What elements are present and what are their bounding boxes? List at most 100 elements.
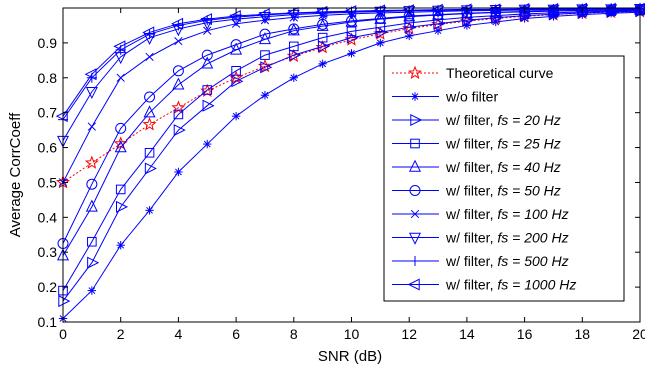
data-point bbox=[173, 124, 186, 137]
data-point bbox=[517, 3, 530, 16]
legend-marker bbox=[408, 232, 422, 245]
data-point bbox=[459, 3, 472, 16]
data-point bbox=[143, 105, 156, 118]
legend-label-part: w/ filter, bbox=[445, 206, 497, 222]
legend-label-part: fs = 100 Hz bbox=[497, 206, 568, 222]
data-point bbox=[87, 236, 97, 247]
data-point bbox=[231, 75, 244, 88]
data-point bbox=[228, 10, 241, 23]
data-point bbox=[116, 73, 125, 82]
data-point bbox=[84, 68, 97, 81]
data-point bbox=[87, 122, 97, 131]
x-tick-label: 16 bbox=[517, 326, 533, 342]
data-point bbox=[286, 6, 299, 19]
legend-label-part: w/o filter bbox=[445, 89, 498, 105]
data-point bbox=[114, 140, 127, 153]
y-tick-label: 0.8 bbox=[38, 70, 58, 86]
data-point bbox=[115, 184, 126, 195]
legend-entry: w/ filter, fs = 20 Hz bbox=[392, 112, 561, 128]
data-point bbox=[346, 31, 359, 44]
legend-label-part: w/ filter, bbox=[445, 277, 497, 293]
data-point bbox=[201, 49, 213, 61]
legend-label: w/ filter, fs = 50 Hz bbox=[445, 183, 561, 199]
data-point bbox=[172, 77, 185, 90]
data-point bbox=[58, 295, 71, 308]
legend-label-part: w/ filter, bbox=[445, 253, 497, 269]
legend-label-part: fs = 500 Hz bbox=[497, 253, 568, 269]
data-point bbox=[172, 65, 184, 77]
data-point bbox=[145, 52, 154, 61]
data-point bbox=[116, 200, 129, 213]
data-point bbox=[199, 13, 212, 26]
data-point bbox=[260, 91, 270, 100]
legend-entry: w/ filter, fs = 1000 Hz bbox=[392, 277, 576, 293]
y-tick-label: 0.3 bbox=[38, 244, 58, 260]
data-point bbox=[344, 5, 357, 18]
data-point bbox=[315, 5, 328, 18]
data-point bbox=[85, 199, 98, 212]
legend-marker bbox=[407, 65, 423, 79]
legend-label: w/ filter, fs = 1000 Hz bbox=[445, 277, 576, 293]
legend-entry: w/ filter, fs = 200 Hz bbox=[392, 230, 569, 246]
series-line bbox=[62, 10, 641, 183]
legend-marker bbox=[410, 92, 420, 101]
x-tick-label: 6 bbox=[232, 326, 240, 342]
legend-label-part: Theoretical curve bbox=[446, 65, 554, 81]
data-point bbox=[260, 50, 270, 60]
x-tick-label: 2 bbox=[117, 326, 125, 342]
x-tick-label: 12 bbox=[401, 326, 417, 342]
data-point bbox=[289, 41, 299, 52]
legend-entry: w/ filter, fs = 25 Hz bbox=[392, 136, 561, 152]
legend-label: Theoretical curve bbox=[446, 65, 554, 81]
data-point bbox=[401, 4, 414, 17]
legend-entry: w/ filter, fs = 100 Hz bbox=[392, 206, 569, 222]
data-point bbox=[260, 61, 273, 74]
legend-marker bbox=[410, 113, 423, 127]
data-point bbox=[632, 2, 645, 15]
legend-marker bbox=[407, 278, 420, 291]
legend-label-part: w/ filter, bbox=[445, 136, 497, 152]
data-point bbox=[289, 73, 298, 82]
legend-label-part: fs = 50 Hz bbox=[497, 183, 560, 199]
data-point bbox=[347, 49, 356, 58]
series-line bbox=[62, 9, 641, 291]
legend-label: w/ filter, fs = 40 Hz bbox=[445, 159, 561, 175]
data-point bbox=[230, 39, 242, 51]
legend-entry: Theoretical curve bbox=[392, 65, 554, 81]
data-point bbox=[231, 66, 241, 76]
data-point bbox=[113, 40, 126, 53]
data-point bbox=[317, 40, 330, 53]
y-tick-label: 0.6 bbox=[38, 140, 58, 156]
x-tick-label: 0 bbox=[59, 326, 67, 342]
x-tick-label: 20 bbox=[632, 326, 645, 342]
data-point bbox=[546, 3, 559, 16]
data-point bbox=[174, 167, 183, 177]
y-tick-label: 0.4 bbox=[38, 209, 58, 225]
y-axis-title: Average CorrCoeff bbox=[7, 112, 24, 237]
data-point bbox=[404, 18, 414, 28]
legend-label: w/ filter, fs = 500 Hz bbox=[445, 253, 569, 269]
legend-entry: w/ filter, fs = 40 Hz bbox=[392, 159, 561, 175]
data-point bbox=[116, 241, 125, 250]
x-axis-title: SNR (dB) bbox=[318, 348, 382, 365]
data-point bbox=[317, 32, 328, 43]
legend-marker bbox=[409, 185, 421, 196]
data-point bbox=[405, 31, 414, 41]
axes: 0 2 4 6 8 10 12 14 16 18 20 0.1 0.2 0.3 0.4 0.5 0.6 0.7 0.… bbox=[38, 7, 645, 342]
data-point bbox=[201, 56, 214, 69]
data-point bbox=[142, 26, 155, 39]
x-tick-label: 14 bbox=[459, 326, 475, 342]
data-point bbox=[462, 21, 472, 30]
data-point bbox=[55, 110, 68, 123]
legend-label-part: w/ filter, bbox=[445, 230, 497, 246]
data-point bbox=[259, 28, 271, 40]
legend-label: w/ filter, fs = 200 Hz bbox=[445, 230, 569, 246]
legend: Theoretical curve w/o filter w/ filter, fs… bbox=[383, 55, 625, 302]
y-tick-label: 0.2 bbox=[38, 279, 58, 295]
x-tick-label: 4 bbox=[175, 326, 183, 342]
data-point bbox=[430, 3, 443, 16]
legend-entry: w/ filter, fs = 50 Hz bbox=[392, 183, 561, 199]
legend-label: w/ filter, fs = 25 Hz bbox=[445, 136, 561, 152]
legend-label-part: w/ filter, bbox=[445, 183, 497, 199]
